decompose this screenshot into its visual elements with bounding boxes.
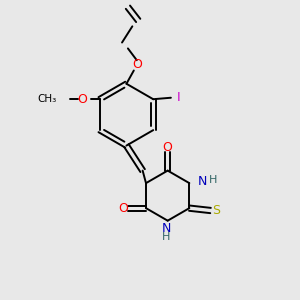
Text: O: O (77, 93, 87, 106)
Text: I: I (176, 91, 180, 104)
Text: N: N (161, 222, 171, 236)
Text: H: H (162, 232, 170, 242)
Text: O: O (118, 202, 128, 215)
Text: O: O (163, 141, 172, 154)
Text: H: H (208, 175, 217, 184)
Text: O: O (132, 58, 142, 71)
Text: CH₃: CH₃ (38, 94, 57, 104)
Text: S: S (212, 204, 220, 217)
Text: N: N (198, 175, 207, 188)
